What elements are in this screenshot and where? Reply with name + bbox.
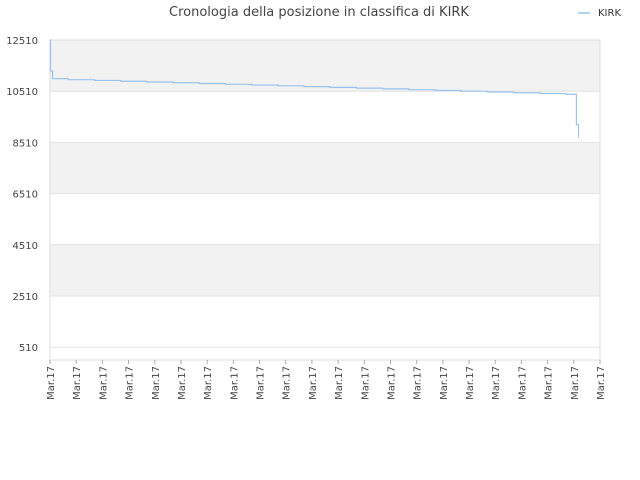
grid-band: [50, 40, 600, 92]
x-tick-label: Mar.17: [439, 366, 450, 400]
plot-border: [49, 39, 601, 361]
y-tick-label: 12510: [6, 36, 38, 47]
y-tick-label: 10510: [6, 87, 38, 98]
x-tick-label: Mar.17: [570, 366, 581, 400]
x-tick-label: Mar.17: [386, 366, 397, 400]
x-tick-label: Mar.17: [46, 366, 57, 400]
y-tick-label: 8510: [13, 138, 38, 149]
x-tick-label: Mar.17: [177, 366, 188, 400]
x-tick-label: Mar.17: [413, 366, 424, 400]
x-tick-label: Mar.17: [72, 366, 83, 400]
x-tick-label: Mar.17: [151, 366, 162, 400]
x-tick-label: Mar.17: [596, 366, 607, 400]
x-tick-label: Mar.17: [98, 366, 109, 400]
x-tick-label: Mar.17: [282, 366, 293, 400]
x-tick-label: Mar.17: [465, 366, 476, 400]
x-tick-label: Mar.17: [256, 366, 267, 400]
y-tick-label: 6510: [13, 190, 38, 201]
y-tick-label: 4510: [13, 241, 38, 252]
x-tick-label: Mar.17: [203, 366, 214, 400]
grid-band: [50, 91, 600, 143]
y-tick-label: 2510: [13, 292, 38, 303]
grid-band: [50, 193, 600, 245]
series-line-kirk: [49, 39, 580, 138]
x-tick-label: Mar.17: [517, 366, 528, 400]
y-tick-label: 510: [19, 343, 38, 354]
x-tick-label: Mar.17: [491, 366, 502, 400]
grid-band: [50, 244, 600, 296]
x-tick-label: Mar.17: [229, 366, 240, 400]
grid-band: [50, 142, 600, 194]
legend: KIRK: [578, 8, 621, 19]
x-tick-label: Mar.17: [308, 366, 319, 400]
legend-label: KIRK: [598, 8, 621, 19]
grid-band: [50, 296, 600, 348]
plot-area: 510 2510 4510 6510 8510 10510 12510 Mar.17 Mar.1…: [6, 36, 607, 400]
chart-title: Cronologia della posizione in classifica…: [169, 5, 469, 20]
x-tick-label: Mar.17: [544, 366, 555, 400]
x-tick-label: Mar.17: [360, 366, 371, 400]
x-tick-label: Mar.17: [125, 366, 136, 400]
x-tick-label: Mar.17: [334, 366, 345, 400]
